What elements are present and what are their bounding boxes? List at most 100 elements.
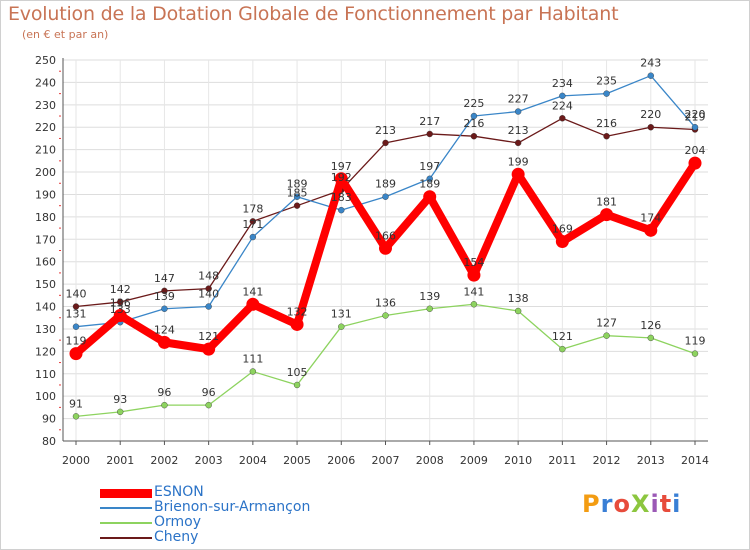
data-label-ormoy: 138 [508,292,529,305]
y-tick-label: 80 [42,435,56,448]
data-point-esnon [290,317,304,331]
data-label-brienon: 140 [198,288,219,301]
data-point-ormoy [72,413,80,420]
data-point-esnon [600,208,614,222]
data-label-esnon: 154 [463,256,484,269]
data-point-ormoy [161,401,168,409]
data-point-ormoy [205,401,212,409]
data-point-brienon [691,124,699,131]
data-label-cheny: 148 [198,270,219,283]
data-label-esnon: 169 [552,223,573,236]
y-tick-label: 90 [42,413,56,426]
data-point-cheny [470,132,478,140]
data-point-ormoy [470,301,478,308]
legend-swatch-cheny [100,537,152,539]
data-point-cheny [382,139,389,147]
legend-label-ormoy: Ormoy [154,514,202,530]
x-tick-label: 2002 [150,454,178,467]
x-tick-label: 2001 [106,454,134,467]
data-point-ormoy [293,381,301,389]
data-label-ormoy: 93 [113,393,127,406]
data-label-cheny: 224 [552,99,573,112]
data-label-brienon: 235 [596,75,617,88]
data-point-ormoy [338,323,345,330]
data-point-brienon [470,112,478,120]
legend-label-cheny: Cheny [154,529,199,545]
data-label-ormoy: 127 [596,317,617,330]
data-label-cheny: 142 [110,283,131,296]
data-label-cheny: 185 [287,187,308,200]
data-label-esnon: 199 [508,155,529,168]
data-label-ormoy: 119 [685,335,706,348]
data-label-esnon: 141 [242,285,263,298]
data-label-ormoy: 105 [287,366,308,379]
data-point-cheny [117,298,124,306]
data-label-ormoy: 141 [463,285,484,298]
y-tick-label: 250 [35,54,56,67]
legend-swatch-brienon [100,507,152,509]
x-tick-label: 2006 [327,454,355,467]
data-point-ormoy [647,334,654,342]
data-point-esnon [334,172,348,186]
data-label-ormoy: 131 [331,308,352,321]
x-tick-label: 2007 [372,454,400,467]
data-point-cheny [161,287,168,295]
data-label-cheny: 213 [375,124,396,137]
legend-swatch-ormoy [100,522,152,524]
data-label-cheny: 147 [154,272,175,285]
data-label-brienon: 225 [463,97,484,110]
y-tick-label: 100 [35,390,56,403]
y-tick-label: 140 [35,301,56,314]
y-tick-label: 210 [35,144,56,157]
data-label-esnon: 204 [685,144,706,157]
legend-swatch-esnon [100,489,152,498]
data-point-brienon [514,108,522,115]
y-tick-label: 120 [35,345,56,358]
data-label-cheny: 217 [419,115,440,128]
data-label-brienon: 131 [66,308,87,321]
logo-letter: t [659,490,673,518]
y-tick-label: 230 [35,99,56,112]
logo-letter: P [582,490,601,518]
data-label-esnon: 136 [110,296,131,309]
data-point-cheny [603,132,610,140]
data-point-cheny [205,285,212,292]
chart-subtitle: (en € et par an) [22,28,109,41]
data-point-ormoy [117,408,124,416]
logo-letter: o [613,490,631,518]
data-point-ormoy [426,305,433,312]
data-label-brienon: 133 [110,303,131,316]
data-label-brienon: 189 [375,178,396,191]
x-tick-label: 2012 [593,454,621,467]
data-point-esnon [157,335,171,349]
legend-label-esnon: ESNON [154,484,204,500]
y-tick-label: 240 [35,76,56,89]
data-point-cheny [647,124,654,131]
data-point-esnon [113,308,127,322]
x-tick-label: 2009 [460,454,488,467]
data-point-brienon [249,233,257,241]
y-tick-label: 180 [35,211,56,224]
data-point-cheny [559,115,566,122]
y-tick-label: 170 [35,233,56,246]
data-point-brienon [293,193,301,200]
data-label-esnon: 189 [419,178,440,191]
data-point-brienon [426,175,433,182]
data-label-cheny: 178 [242,202,263,215]
data-point-esnon [423,190,437,204]
data-label-esnon: 174 [640,211,661,224]
data-point-ormoy [249,368,257,375]
data-label-esnon: 124 [154,323,175,336]
data-label-brienon: 139 [154,290,175,303]
data-label-esnon: 121 [198,330,219,343]
data-label-brienon: 183 [331,191,352,204]
data-label-ormoy: 111 [242,353,263,366]
data-label-ormoy: 96 [202,386,216,399]
data-point-brienon [205,303,212,310]
data-point-esnon [467,268,481,282]
data-point-brienon [161,305,168,312]
x-tick-label: 2005 [283,454,311,467]
data-point-brienon [559,92,566,100]
data-point-cheny [426,130,433,138]
data-label-brienon: 234 [552,77,573,90]
